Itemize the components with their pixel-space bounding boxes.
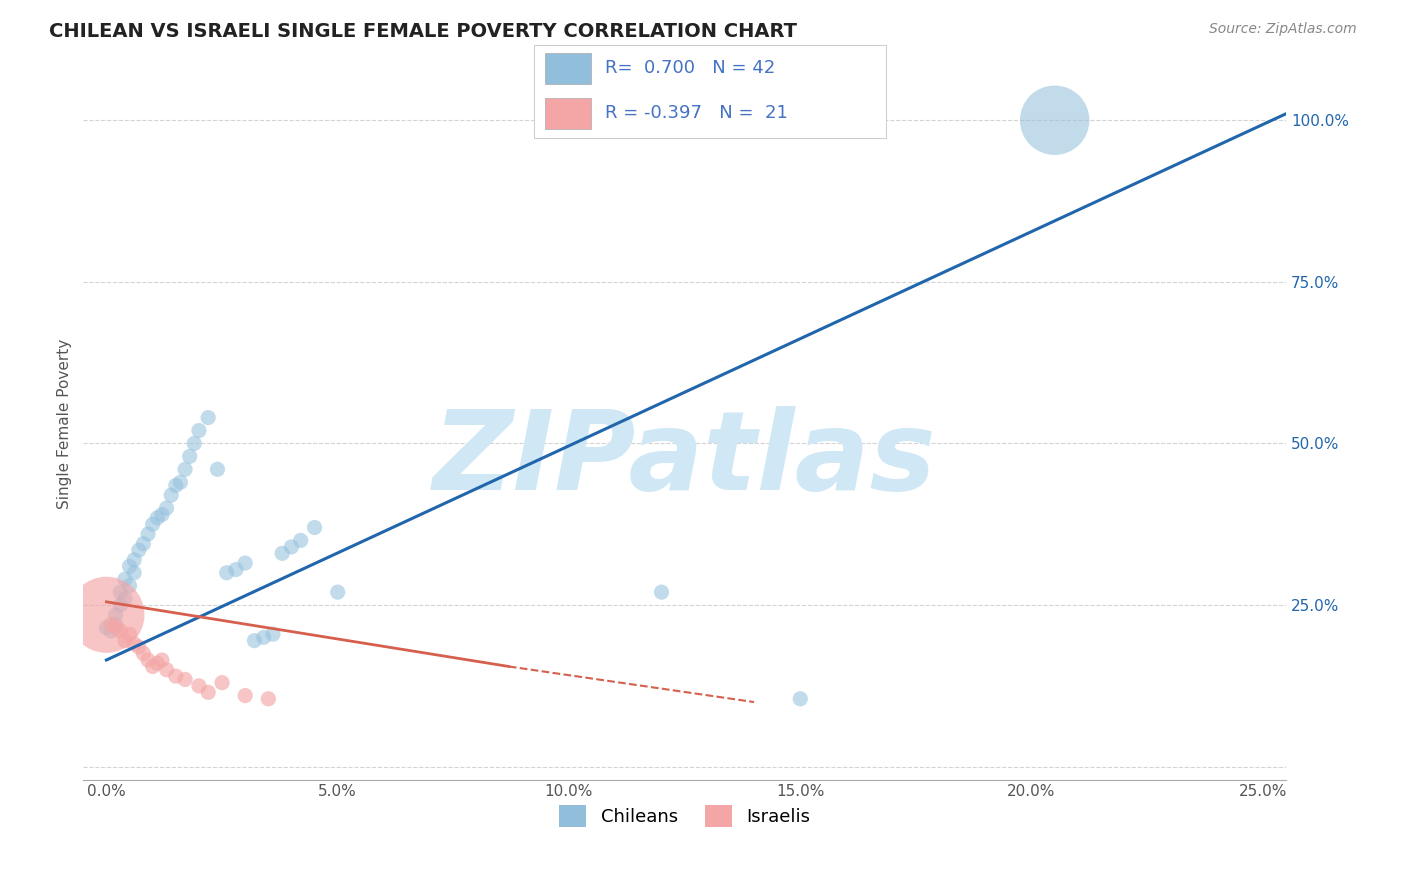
Point: [100, 624, 122, 638]
Point: [165, 669, 187, 683]
Point: [155, 501, 177, 516]
Point: [110, 624, 132, 638]
Point: [118, 579, 141, 593]
Point: [104, 607, 127, 622]
Point: [257, 691, 280, 706]
Point: [187, 424, 209, 438]
Point: [114, 572, 136, 586]
Bar: [544, 98, 591, 129]
Point: [233, 556, 256, 570]
Point: [118, 627, 141, 641]
Point: [160, 488, 183, 502]
Point: [290, 533, 312, 548]
Point: [114, 591, 136, 606]
Point: [114, 633, 136, 648]
Point: [243, 633, 266, 648]
Point: [169, 475, 191, 490]
Point: [165, 478, 187, 492]
Point: [122, 566, 145, 580]
Y-axis label: Single Female Poverty: Single Female Poverty: [58, 339, 72, 509]
Point: [326, 585, 349, 599]
Bar: [544, 53, 591, 84]
Point: [211, 675, 233, 690]
Point: [104, 617, 127, 632]
Point: [122, 637, 145, 651]
Point: [128, 543, 150, 558]
Point: [122, 553, 145, 567]
Point: [142, 659, 165, 673]
Point: [136, 653, 159, 667]
Point: [253, 631, 276, 645]
Point: [96, 607, 118, 622]
Point: [197, 685, 219, 699]
Legend: Chileans, Israelis: Chileans, Israelis: [551, 798, 817, 835]
Point: [197, 410, 219, 425]
Point: [110, 585, 132, 599]
Text: ZIPatlas: ZIPatlas: [433, 406, 936, 513]
Point: [187, 679, 209, 693]
Point: [132, 536, 155, 550]
Point: [789, 691, 811, 706]
Point: [142, 517, 165, 532]
Point: [118, 559, 141, 574]
Point: [155, 663, 177, 677]
Text: CHILEAN VS ISRAELI SINGLE FEMALE POVERTY CORRELATION CHART: CHILEAN VS ISRAELI SINGLE FEMALE POVERTY…: [49, 22, 797, 41]
Point: [146, 657, 169, 671]
Point: [150, 508, 173, 522]
Point: [215, 566, 238, 580]
Point: [136, 527, 159, 541]
Point: [179, 450, 201, 464]
Point: [1043, 113, 1066, 128]
Point: [104, 621, 127, 635]
Point: [146, 510, 169, 524]
Point: [174, 462, 197, 476]
Point: [132, 647, 155, 661]
Point: [183, 436, 205, 450]
Point: [128, 640, 150, 654]
Text: R = -0.397   N =  21: R = -0.397 N = 21: [605, 104, 787, 122]
Text: Source: ZipAtlas.com: Source: ZipAtlas.com: [1209, 22, 1357, 37]
Point: [100, 617, 122, 632]
Point: [174, 673, 197, 687]
Point: [233, 689, 256, 703]
Point: [262, 627, 284, 641]
Point: [650, 585, 672, 599]
Point: [110, 598, 132, 612]
Point: [96, 621, 118, 635]
Point: [207, 462, 229, 476]
Point: [271, 546, 294, 560]
Point: [280, 540, 302, 554]
Text: R=  0.700   N = 42: R= 0.700 N = 42: [605, 60, 775, 78]
Point: [150, 653, 173, 667]
Point: [225, 562, 247, 576]
Point: [304, 520, 326, 534]
